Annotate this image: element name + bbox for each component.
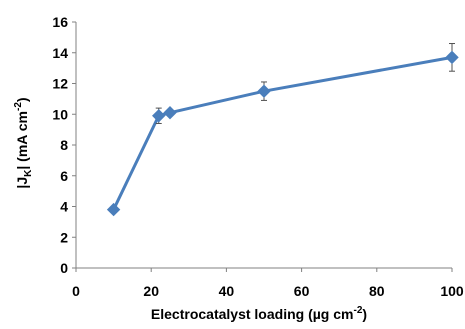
data-point	[163, 106, 177, 120]
y-tick-label: 12	[52, 76, 68, 92]
y-axis-title-sup: -2	[13, 102, 24, 111]
x-tick-label: 100	[440, 283, 464, 299]
x-tick-label: 80	[369, 283, 385, 299]
x-axis-title-main: Electrocatalyst loading (µg cm	[151, 306, 354, 322]
x-axis-title-sup: -2	[353, 305, 362, 316]
x-tick-label: 40	[219, 283, 235, 299]
y-tick-label: 8	[60, 137, 68, 153]
x-tick-label: 20	[143, 283, 159, 299]
y-tick-labels: 0 2 4 6 8 10 12 14 16	[52, 14, 68, 276]
data-point	[445, 50, 459, 65]
x-axis-title: Electrocatalyst loading (µg cm-2)	[151, 305, 367, 322]
y-tick-label: 14	[52, 45, 68, 61]
y-axis-title-end: )	[14, 97, 30, 102]
y-axis-title-mid: | (mA cm	[14, 111, 30, 170]
y-tick-label: 10	[52, 106, 68, 122]
data-point	[106, 202, 121, 217]
data-point	[152, 109, 166, 123]
x-tick-label: 60	[294, 283, 310, 299]
y-tick-label: 6	[60, 168, 68, 184]
y-tick-label: 2	[60, 229, 68, 245]
x-tick-label: 0	[72, 283, 80, 299]
series-line	[112, 55, 453, 211]
y-tick-label: 4	[60, 199, 68, 215]
y-tick-label: 16	[52, 14, 68, 30]
y-axis-title-start: |J	[14, 177, 30, 189]
y-tick-label: 0	[60, 260, 68, 276]
data-point	[257, 84, 271, 98]
x-tick-labels: 0 20 40 60 80 100	[72, 283, 464, 299]
series-layer	[106, 43, 459, 217]
y-axis-title: |JK| (mA cm-2)	[13, 97, 34, 188]
axes	[72, 21, 453, 272]
x-axis-title-end: )	[362, 306, 367, 322]
y-axis-title-sub: K	[23, 169, 34, 177]
